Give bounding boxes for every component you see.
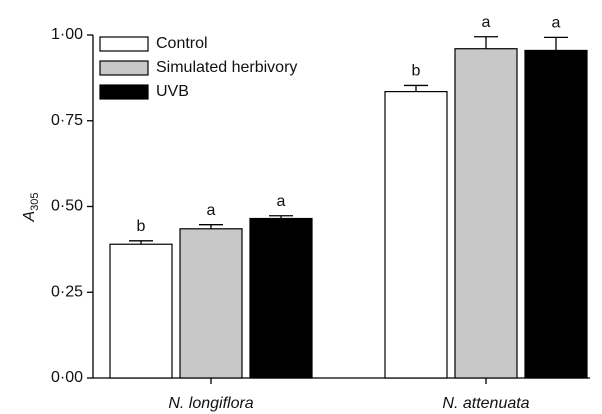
significance-letter: a — [482, 14, 491, 31]
x-tick-label: N. longiflora — [168, 395, 253, 412]
error-bar — [404, 84, 428, 92]
bar — [524, 49, 588, 379]
error-bar — [269, 215, 293, 219]
bar — [454, 48, 518, 379]
significance-letter: b — [412, 63, 421, 80]
error-bar — [544, 36, 568, 51]
error-bar — [474, 36, 498, 49]
bar — [249, 217, 313, 379]
y-axis-label-main: A — [21, 211, 38, 223]
y-axis-label-sub: 305 — [29, 192, 41, 210]
legend-swatch — [99, 60, 149, 76]
legend-swatch — [99, 36, 149, 52]
legend-label: Simulated herbivory — [156, 59, 297, 76]
bar — [179, 228, 243, 379]
significance-letter: a — [277, 193, 286, 210]
y-axis-label: A305 — [21, 192, 41, 222]
bar — [109, 243, 173, 379]
error-bar — [129, 240, 153, 245]
legend-swatch — [99, 84, 149, 100]
y-tick-label: 1·00 — [51, 26, 83, 43]
error-bar — [199, 224, 223, 229]
bar — [384, 90, 448, 379]
y-tick-label: 0·25 — [51, 283, 83, 300]
y-tick-label: 0·50 — [51, 198, 83, 215]
y-tick-label: 0·00 — [51, 369, 83, 386]
legend-label: UVB — [156, 83, 189, 100]
significance-letter: b — [137, 218, 146, 235]
y-tick-label: 0·75 — [51, 112, 83, 129]
significance-letter: a — [207, 202, 216, 219]
legend-label: Control — [156, 35, 208, 52]
significance-letter: a — [552, 15, 561, 32]
x-tick-label: N. attenuata — [442, 395, 529, 412]
